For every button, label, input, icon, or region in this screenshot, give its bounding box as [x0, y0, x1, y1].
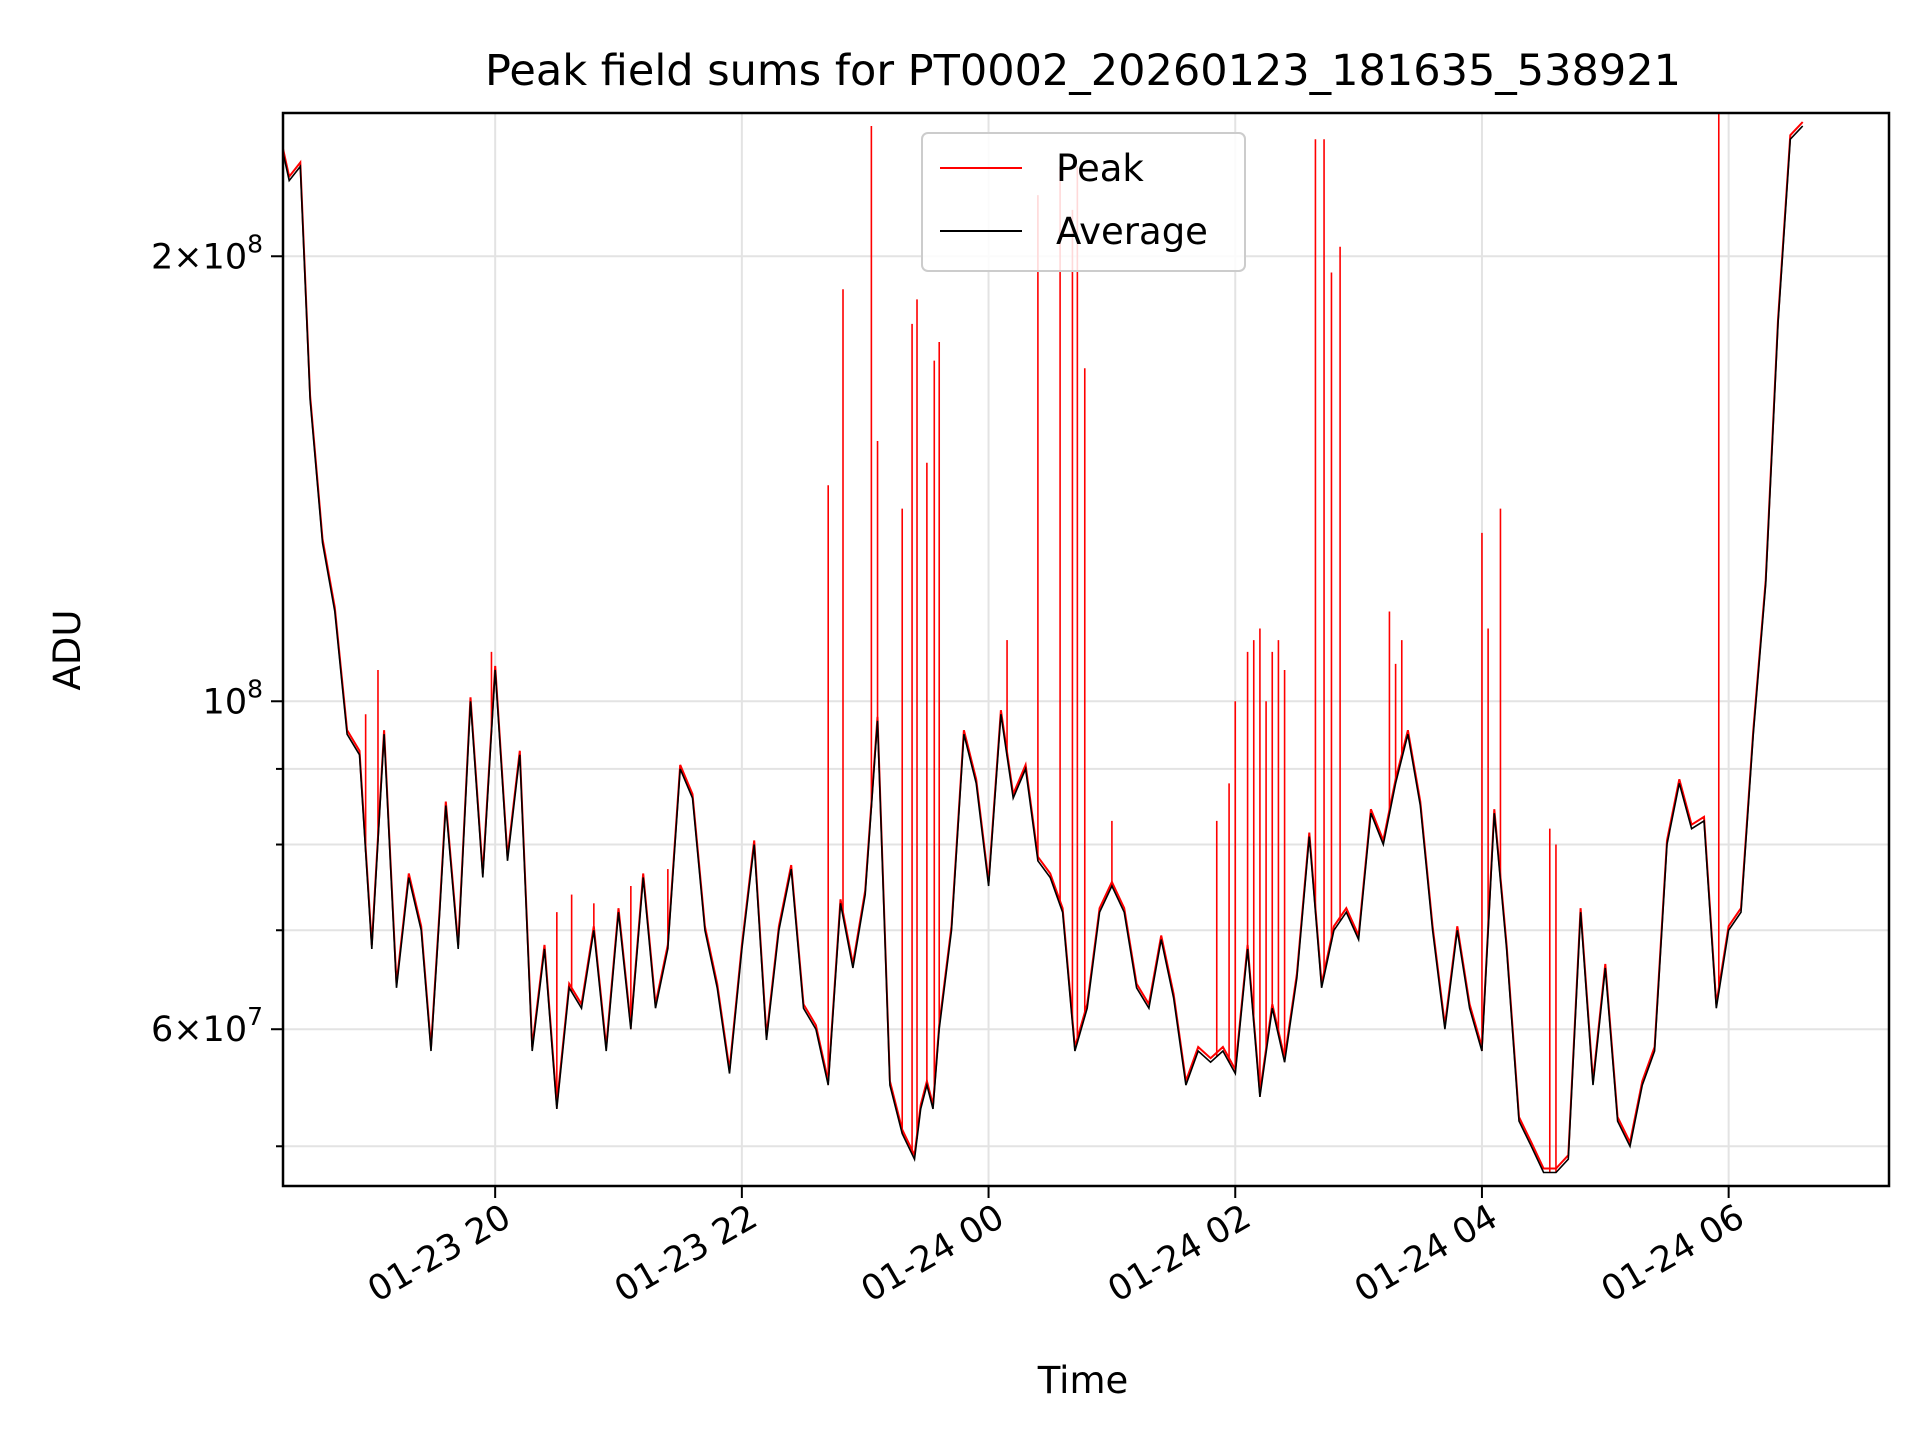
legend-average-label: Average [1056, 210, 1208, 253]
y-axis-label: ADU [46, 610, 89, 691]
x-axis-label: Time [1037, 1359, 1129, 1402]
legend-peak-label: Peak [1056, 147, 1144, 190]
y-tick-label-0: 6×107 [151, 1002, 263, 1050]
chart-title: Peak field sums for PT0002_20260123_1816… [485, 46, 1681, 96]
plot-frame [281, 111, 1891, 1188]
legend: Peak Average [921, 132, 1246, 272]
average-series-line [283, 125, 1804, 1174]
y-tick-label-2: 2×108 [151, 229, 263, 277]
y-tick-label-1: 108 [203, 674, 263, 722]
gridlines [283, 113, 1889, 1186]
y-axis: 6×107 108 2×108 [151, 229, 283, 1148]
peak-spikes [364, 113, 1720, 1173]
